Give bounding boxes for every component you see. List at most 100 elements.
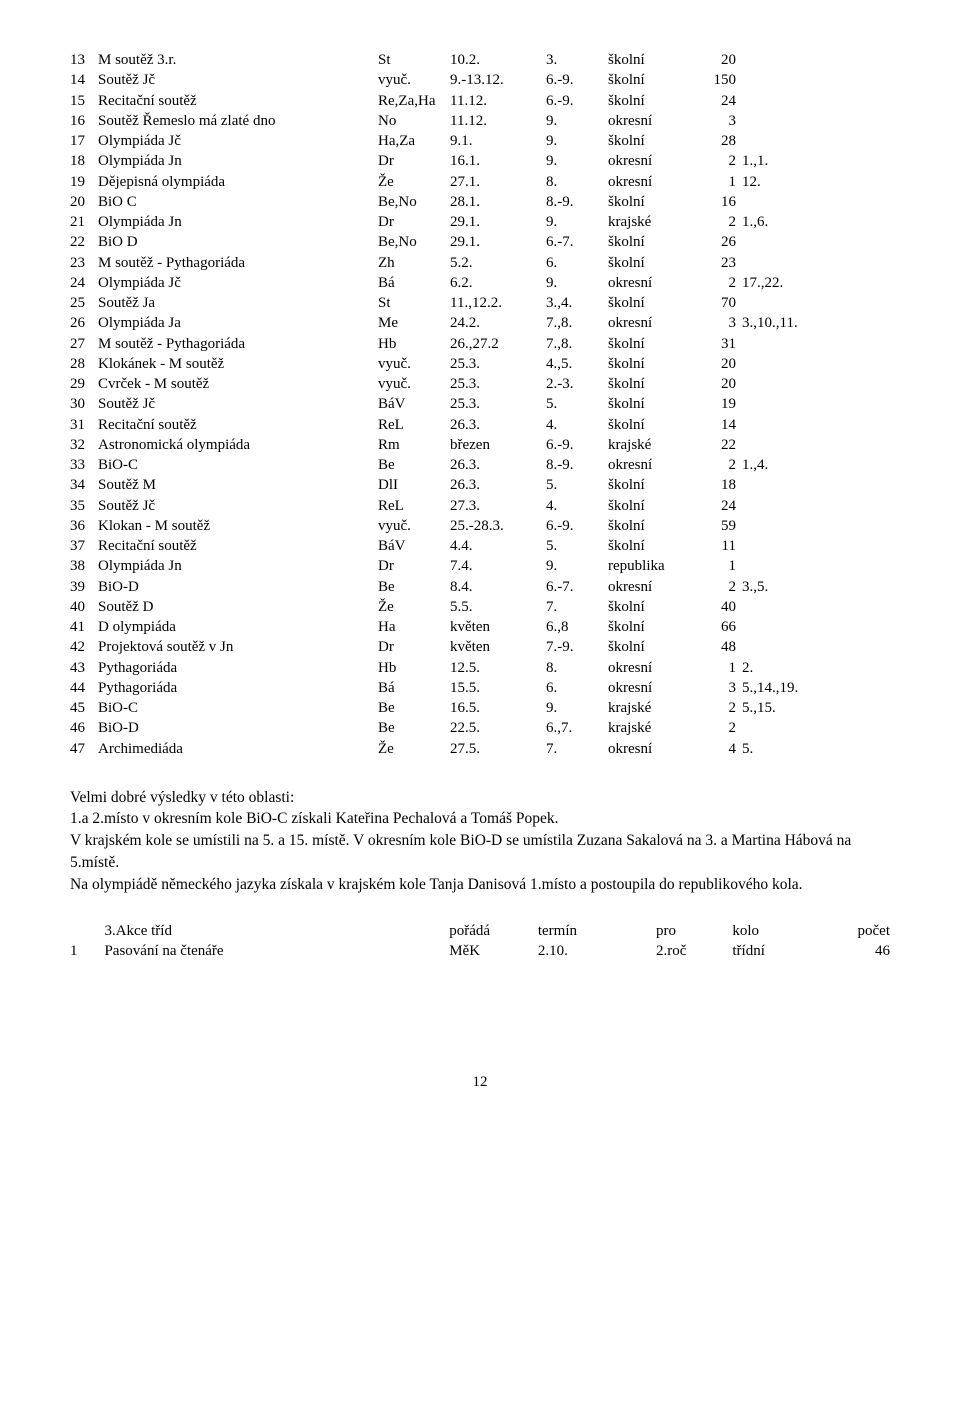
cell-name: BiO-C [98, 698, 378, 718]
row-date: 2.10. [538, 941, 656, 961]
cell-pos: 6.-7. [546, 232, 608, 252]
cell-n: 14 [70, 70, 98, 90]
cell-date: 22.5. [450, 718, 546, 738]
table-row: 25Soutěž JaSt11.,12.2.3.,4.školní70 [70, 293, 890, 313]
cell-level: školní [608, 334, 698, 354]
cell-name: Olympiáda Jč [98, 131, 378, 151]
cell-pos: 7. [546, 739, 608, 759]
cell-org: Be [378, 455, 450, 475]
cell-date: 7.4. [450, 556, 546, 576]
cell-extra: 1.,6. [742, 212, 890, 232]
cell-count: 66 [698, 617, 742, 637]
cell-date: 25.3. [450, 394, 546, 414]
cell-org: St [378, 293, 450, 313]
table-row: 16Soutěž Řemeslo má zlaté dnoNo11.12.9.o… [70, 111, 890, 131]
table-row: 18Olympiáda JnDr16.1.9.okresní21.,1. [70, 151, 890, 171]
cell-count: 48 [698, 637, 742, 657]
cell-n: 29 [70, 374, 98, 394]
cell-n: 42 [70, 637, 98, 657]
cell-org: Že [378, 739, 450, 759]
cell-name: Soutěž Jč [98, 496, 378, 516]
cell-extra [742, 394, 890, 414]
cell-date: 5.2. [450, 253, 546, 273]
cell-name: Soutěž D [98, 597, 378, 617]
cell-org: Dr [378, 212, 450, 232]
cell-pos: 6.-9. [546, 91, 608, 111]
cell-n: 44 [70, 678, 98, 698]
cell-count: 16 [698, 192, 742, 212]
cell-date: 11.12. [450, 91, 546, 111]
cell-org: Že [378, 597, 450, 617]
hdr-org: pořádá [449, 921, 538, 941]
cell-level: školní [608, 91, 698, 111]
cell-org: Be [378, 577, 450, 597]
cell-pos: 6.,8 [546, 617, 608, 637]
cell-level: školní [608, 597, 698, 617]
cell-count: 19 [698, 394, 742, 414]
cell-level: okresní [608, 678, 698, 698]
competitions-table: 13M soutěž 3.r.St10.2.3.školní2014Soutěž… [70, 50, 890, 759]
cell-name: BiO-D [98, 577, 378, 597]
cell-n: 41 [70, 617, 98, 637]
hdr-name: 3.Akce tříd [104, 921, 449, 941]
hdr-level: kolo [732, 921, 843, 941]
table-row: 43PythagoriádaHb12.5.8.okresní12. [70, 658, 890, 678]
table-row: 17Olympiáda JčHa,Za9.1.9.školní28 [70, 131, 890, 151]
cell-date: březen [450, 435, 546, 455]
cell-org: Že [378, 172, 450, 192]
cell-pos: 5. [546, 394, 608, 414]
cell-name: Olympiáda Ja [98, 313, 378, 333]
cell-level: školní [608, 131, 698, 151]
cell-n: 31 [70, 415, 98, 435]
cell-extra [742, 334, 890, 354]
cell-extra [742, 50, 890, 70]
cell-date: 10.2. [450, 50, 546, 70]
cell-count: 31 [698, 334, 742, 354]
cell-pos: 7.-9. [546, 637, 608, 657]
cell-level: okresní [608, 273, 698, 293]
cell-name: Soutěž Jč [98, 394, 378, 414]
cell-date: květen [450, 637, 546, 657]
cell-n: 32 [70, 435, 98, 455]
cell-date: 27.3. [450, 496, 546, 516]
cell-count: 20 [698, 354, 742, 374]
cell-pos: 9. [546, 212, 608, 232]
cell-count: 14 [698, 415, 742, 435]
cell-extra [742, 232, 890, 252]
page-number: 12 [70, 1072, 890, 1092]
cell-count: 70 [698, 293, 742, 313]
row-num: 1 [70, 941, 104, 961]
cell-pos: 6. [546, 253, 608, 273]
cell-extra [742, 354, 890, 374]
para-line: Velmi dobré výsledky v této oblasti: [70, 787, 890, 809]
cell-org: Dr [378, 151, 450, 171]
cell-pos: 5. [546, 475, 608, 495]
table-row: 26Olympiáda JaMe24.2.7.,8.okresní33.,10.… [70, 313, 890, 333]
table-row: 32Astronomická olympiádaRmbřezen6.-9.kra… [70, 435, 890, 455]
cell-count: 40 [698, 597, 742, 617]
cell-count: 3 [698, 111, 742, 131]
cell-n: 39 [70, 577, 98, 597]
cell-level: krajské [608, 718, 698, 738]
cell-pos: 2.-3. [546, 374, 608, 394]
cell-pos: 4. [546, 415, 608, 435]
cell-extra [742, 131, 890, 151]
cell-extra: 1.,1. [742, 151, 890, 171]
table-row: 29Cvrček - M soutěžvyuč.25.3.2.-3.školní… [70, 374, 890, 394]
cell-extra [742, 111, 890, 131]
cell-org: Me [378, 313, 450, 333]
hdr-for: pro [656, 921, 732, 941]
cell-org: vyuč. [378, 70, 450, 90]
cell-extra: 5. [742, 739, 890, 759]
cell-name: M soutěž - Pythagoriáda [98, 334, 378, 354]
cell-count: 1 [698, 172, 742, 192]
cell-level: krajské [608, 698, 698, 718]
cell-n: 36 [70, 516, 98, 536]
cell-level: okresní [608, 172, 698, 192]
cell-pos: 5. [546, 536, 608, 556]
cell-name: Olympiáda Jn [98, 151, 378, 171]
cell-org: Rm [378, 435, 450, 455]
cell-date: 27.5. [450, 739, 546, 759]
cell-date: 16.5. [450, 698, 546, 718]
cell-name: Olympiáda Jn [98, 556, 378, 576]
